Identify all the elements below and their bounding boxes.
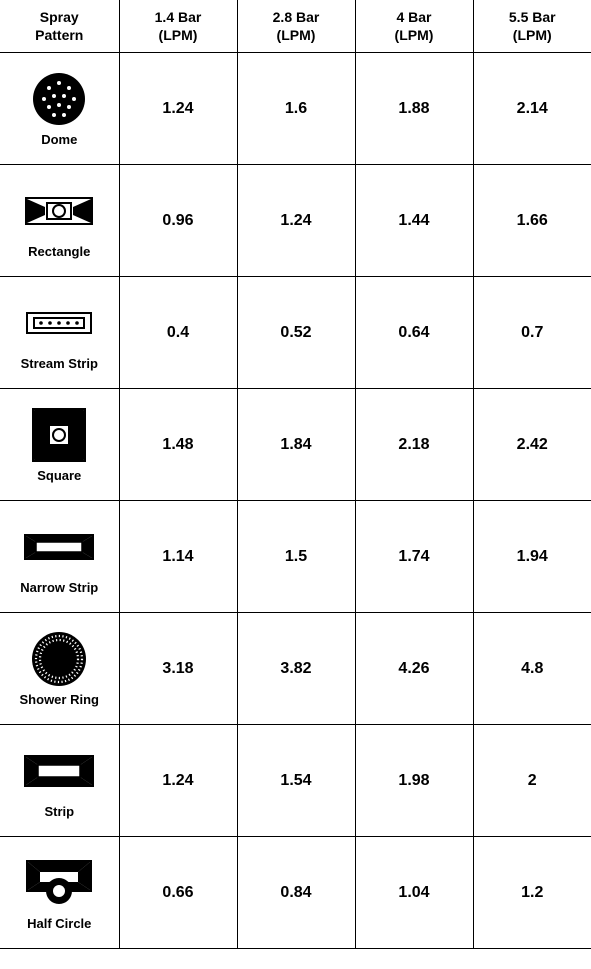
header-text: Spray bbox=[40, 9, 79, 25]
table-row: Narrow Strip 1.14 1.5 1.74 1.94 bbox=[0, 501, 591, 613]
pattern-label: Shower Ring bbox=[20, 692, 99, 707]
value-cell: 1.24 bbox=[119, 725, 237, 837]
strip-icon bbox=[24, 742, 94, 800]
header-text: 1.4 Bar bbox=[155, 9, 202, 25]
header-text: (LPM) bbox=[159, 27, 198, 43]
value-cell: 0.52 bbox=[237, 277, 355, 389]
value-cell: 0.64 bbox=[355, 277, 473, 389]
value-cell: 1.88 bbox=[355, 53, 473, 165]
value-cell: 1.94 bbox=[473, 501, 591, 613]
value-cell: 1.24 bbox=[119, 53, 237, 165]
pattern-cell-stream-strip: Stream Strip bbox=[0, 277, 119, 389]
value-cell: 0.96 bbox=[119, 165, 237, 277]
pattern-label: Narrow Strip bbox=[20, 580, 98, 595]
value-cell: 1.98 bbox=[355, 725, 473, 837]
pattern-cell-shower-ring: Shower Ring bbox=[0, 613, 119, 725]
value-cell: 2.14 bbox=[473, 53, 591, 165]
value-cell: 3.18 bbox=[119, 613, 237, 725]
value-cell: 1.2 bbox=[473, 837, 591, 949]
value-cell: 4.26 bbox=[355, 613, 473, 725]
pattern-cell-square: Square bbox=[0, 389, 119, 501]
value-cell: 2.18 bbox=[355, 389, 473, 501]
narrow-strip-icon bbox=[24, 518, 94, 576]
value-cell: 0.4 bbox=[119, 277, 237, 389]
table-row: Dome 1.24 1.6 1.88 2.14 bbox=[0, 53, 591, 165]
table-header-row: Spray Pattern 1.4 Bar (LPM) 2.8 Bar (LPM… bbox=[0, 0, 591, 53]
col-header-2: 2.8 Bar (LPM) bbox=[237, 0, 355, 53]
header-text: (LPM) bbox=[395, 27, 434, 43]
value-cell: 1.5 bbox=[237, 501, 355, 613]
dome-icon bbox=[31, 70, 87, 128]
value-cell: 1.6 bbox=[237, 53, 355, 165]
shower-ring-icon bbox=[30, 630, 88, 688]
table-row: Rectangle 0.96 1.24 1.44 1.66 bbox=[0, 165, 591, 277]
col-header-3: 4 Bar (LPM) bbox=[355, 0, 473, 53]
pattern-cell-rectangle: Rectangle bbox=[0, 165, 119, 277]
pattern-label: Rectangle bbox=[28, 244, 90, 259]
value-cell: 1.66 bbox=[473, 165, 591, 277]
header-text: 4 Bar bbox=[396, 9, 431, 25]
value-cell: 0.7 bbox=[473, 277, 591, 389]
header-text: 5.5 Bar bbox=[509, 9, 556, 25]
col-header-1: 1.4 Bar (LPM) bbox=[119, 0, 237, 53]
table-row: Shower Ring 3.18 3.82 4.26 4.8 bbox=[0, 613, 591, 725]
table-row: Stream Strip 0.4 0.52 0.64 0.7 bbox=[0, 277, 591, 389]
pattern-cell-strip: Strip bbox=[0, 725, 119, 837]
pattern-cell-dome: Dome bbox=[0, 53, 119, 165]
header-text: 2.8 Bar bbox=[273, 9, 320, 25]
value-cell: 3.82 bbox=[237, 613, 355, 725]
header-text: (LPM) bbox=[513, 27, 552, 43]
value-cell: 1.04 bbox=[355, 837, 473, 949]
pattern-label: Square bbox=[37, 468, 81, 483]
pattern-cell-narrow-strip: Narrow Strip bbox=[0, 501, 119, 613]
value-cell: 2 bbox=[473, 725, 591, 837]
stream-strip-icon bbox=[26, 294, 92, 352]
value-cell: 1.14 bbox=[119, 501, 237, 613]
square-icon bbox=[32, 406, 86, 464]
value-cell: 1.74 bbox=[355, 501, 473, 613]
spray-pattern-table: Spray Pattern 1.4 Bar (LPM) 2.8 Bar (LPM… bbox=[0, 0, 591, 949]
table-row: Strip 1.24 1.54 1.98 2 bbox=[0, 725, 591, 837]
value-cell: 1.54 bbox=[237, 725, 355, 837]
value-cell: 2.42 bbox=[473, 389, 591, 501]
pattern-label: Half Circle bbox=[27, 916, 91, 931]
value-cell: 4.8 bbox=[473, 613, 591, 725]
pattern-label: Strip bbox=[44, 804, 74, 819]
col-header-pattern: Spray Pattern bbox=[0, 0, 119, 53]
table-row: Square 1.48 1.84 2.18 2.42 bbox=[0, 389, 591, 501]
value-cell: 1.44 bbox=[355, 165, 473, 277]
col-header-4: 5.5 Bar (LPM) bbox=[473, 0, 591, 53]
half-circle-icon bbox=[26, 854, 92, 912]
table-row: Half Circle 0.66 0.84 1.04 1.2 bbox=[0, 837, 591, 949]
value-cell: 1.24 bbox=[237, 165, 355, 277]
header-text: Pattern bbox=[35, 27, 83, 43]
value-cell: 1.48 bbox=[119, 389, 237, 501]
header-text: (LPM) bbox=[277, 27, 316, 43]
value-cell: 1.84 bbox=[237, 389, 355, 501]
pattern-cell-half-circle: Half Circle bbox=[0, 837, 119, 949]
value-cell: 0.84 bbox=[237, 837, 355, 949]
rectangle-icon bbox=[25, 182, 93, 240]
value-cell: 0.66 bbox=[119, 837, 237, 949]
pattern-label: Dome bbox=[41, 132, 77, 147]
pattern-label: Stream Strip bbox=[21, 356, 98, 371]
